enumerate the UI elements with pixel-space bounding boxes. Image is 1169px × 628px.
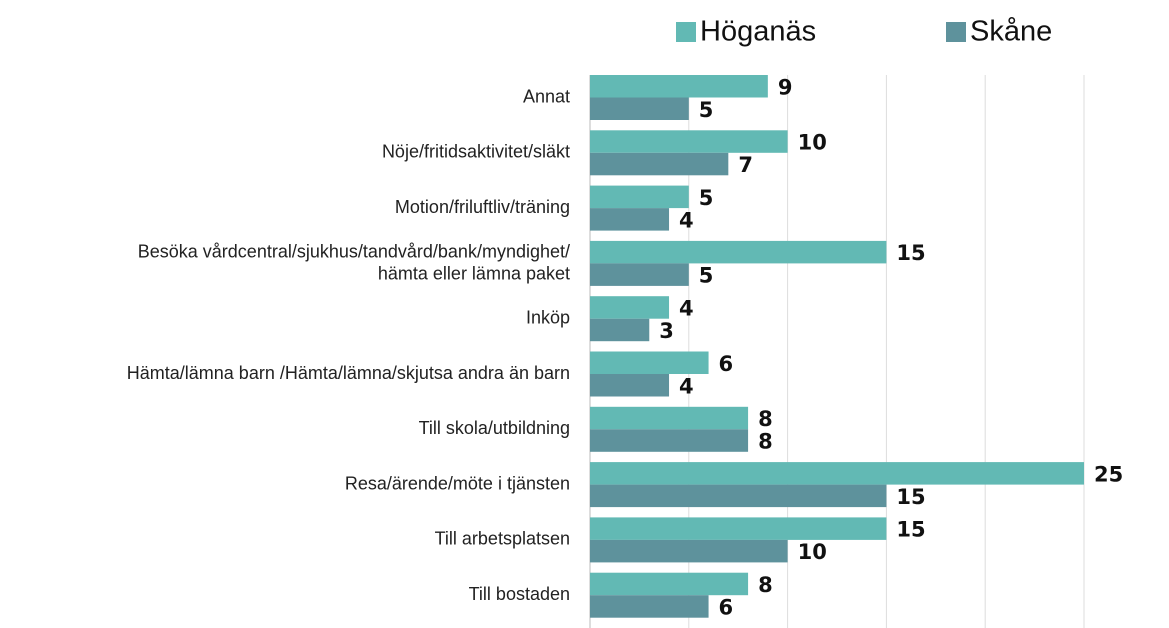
legend-swatch <box>676 22 696 42</box>
category-label: Hämta/lämna barn /Hämta/lämna/skjutsa an… <box>127 363 570 383</box>
category-label: Inköp <box>526 307 570 327</box>
value-label: 6 <box>719 595 734 619</box>
bar <box>590 572 749 596</box>
value-label: 25 <box>1094 462 1123 486</box>
bar <box>590 185 689 209</box>
bar <box>590 75 768 98</box>
bar <box>590 429 749 452</box>
value-label: 4 <box>679 208 694 232</box>
value-label: 8 <box>758 430 773 454</box>
value-label: 15 <box>896 518 925 542</box>
bar <box>590 351 709 374</box>
bar <box>590 517 887 540</box>
value-label: 5 <box>699 186 714 210</box>
bar <box>590 152 729 176</box>
category-label: Nöje/fritidsaktivitet/släkt <box>382 142 570 162</box>
bar <box>590 406 749 430</box>
bar <box>590 208 670 231</box>
value-label: 4 <box>679 374 694 398</box>
category-label: Till bostaden <box>469 584 570 604</box>
value-label: 5 <box>699 98 714 122</box>
bar <box>590 130 788 153</box>
bar <box>590 539 788 563</box>
bar <box>590 296 670 319</box>
value-label: 4 <box>679 296 694 320</box>
value-label: 15 <box>896 241 925 265</box>
category-label: Resa/ärende/möte i tjänsten <box>345 473 570 493</box>
bar <box>590 595 709 618</box>
value-label: 15 <box>896 485 925 509</box>
value-label: 10 <box>798 540 827 564</box>
category-label: Besöka vårdcentral/sjukhus/tandvård/bank… <box>138 241 570 283</box>
bar <box>590 484 887 508</box>
bar <box>590 240 887 264</box>
value-label: 8 <box>758 573 773 597</box>
category-label: Till arbetsplatsen <box>435 529 570 549</box>
value-label: 3 <box>659 319 674 343</box>
bar <box>590 374 670 397</box>
legend-label: Höganäs <box>700 16 816 48</box>
bar <box>590 263 689 286</box>
value-label: 5 <box>699 264 714 288</box>
value-label: 7 <box>738 153 753 177</box>
legend-label: Skåne <box>970 16 1052 48</box>
legend-swatch <box>946 22 966 42</box>
value-label: 10 <box>798 131 827 155</box>
bar <box>590 97 689 120</box>
value-label: 9 <box>778 75 793 99</box>
category-label: Annat <box>523 86 570 106</box>
bar <box>590 462 1084 485</box>
value-label: 6 <box>719 352 734 376</box>
value-label: 8 <box>758 407 773 431</box>
category-label: Till skola/utbildning <box>419 418 570 438</box>
bar <box>590 318 650 342</box>
category-label: Motion/friluftliv/träning <box>395 197 570 217</box>
